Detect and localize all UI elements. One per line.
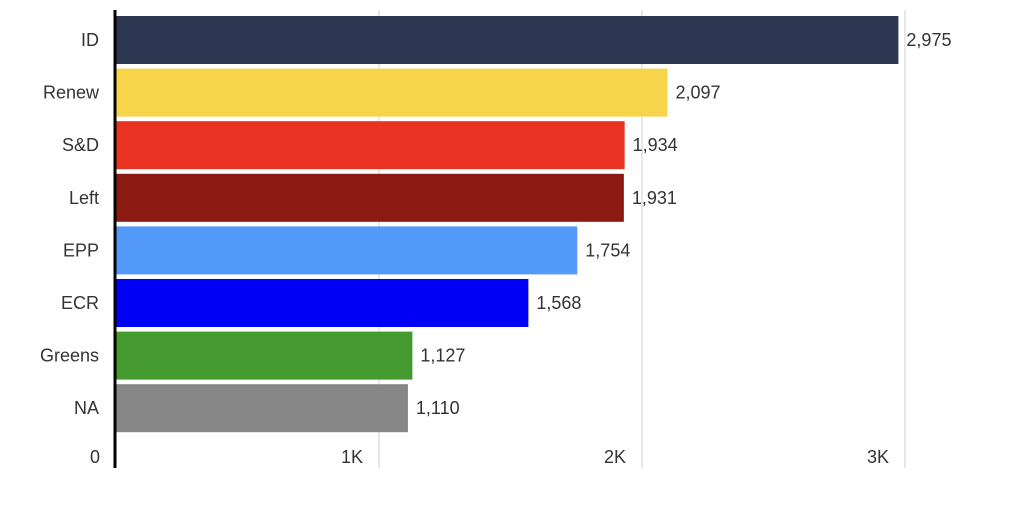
category-label: EPP bbox=[63, 240, 99, 260]
category-label: ECR bbox=[61, 293, 99, 313]
bar-s-d bbox=[116, 121, 625, 170]
value-label: 1,127 bbox=[420, 346, 465, 366]
category-label: ID bbox=[81, 30, 99, 50]
value-label: 1,568 bbox=[536, 293, 581, 313]
bar-ecr bbox=[116, 279, 529, 327]
bar-left bbox=[116, 173, 624, 222]
value-label: 1,110 bbox=[416, 398, 460, 418]
value-label: 1,931 bbox=[632, 188, 677, 208]
bar-renew bbox=[116, 68, 668, 117]
labels-layer: ID 2,975 Renew 2,097 S&D 1,934 Left 1,931 EPP 1,7… bbox=[40, 30, 952, 418]
category-label: NA bbox=[74, 398, 99, 418]
value-label: 2,975 bbox=[906, 30, 951, 50]
bars-layer bbox=[116, 16, 899, 433]
bar-greens bbox=[116, 331, 413, 380]
x-tick-label: 1K bbox=[341, 447, 363, 467]
x-tick-label: 0 bbox=[90, 447, 100, 467]
bar-na bbox=[116, 384, 408, 433]
value-label: 1,754 bbox=[585, 240, 630, 260]
x-tick-label: 3K bbox=[867, 447, 889, 467]
x-tick-label: 2K bbox=[604, 447, 626, 467]
value-label: 2,097 bbox=[676, 83, 721, 103]
bar-epp bbox=[116, 226, 578, 275]
bar-id bbox=[116, 16, 899, 64]
category-label: Left bbox=[69, 188, 99, 208]
category-label: Renew bbox=[43, 83, 100, 103]
category-label: S&D bbox=[62, 135, 99, 155]
axis-layer: 0 1K 2K 3K bbox=[90, 10, 889, 468]
category-label: Greens bbox=[40, 346, 99, 366]
value-label: 1,934 bbox=[633, 135, 678, 155]
